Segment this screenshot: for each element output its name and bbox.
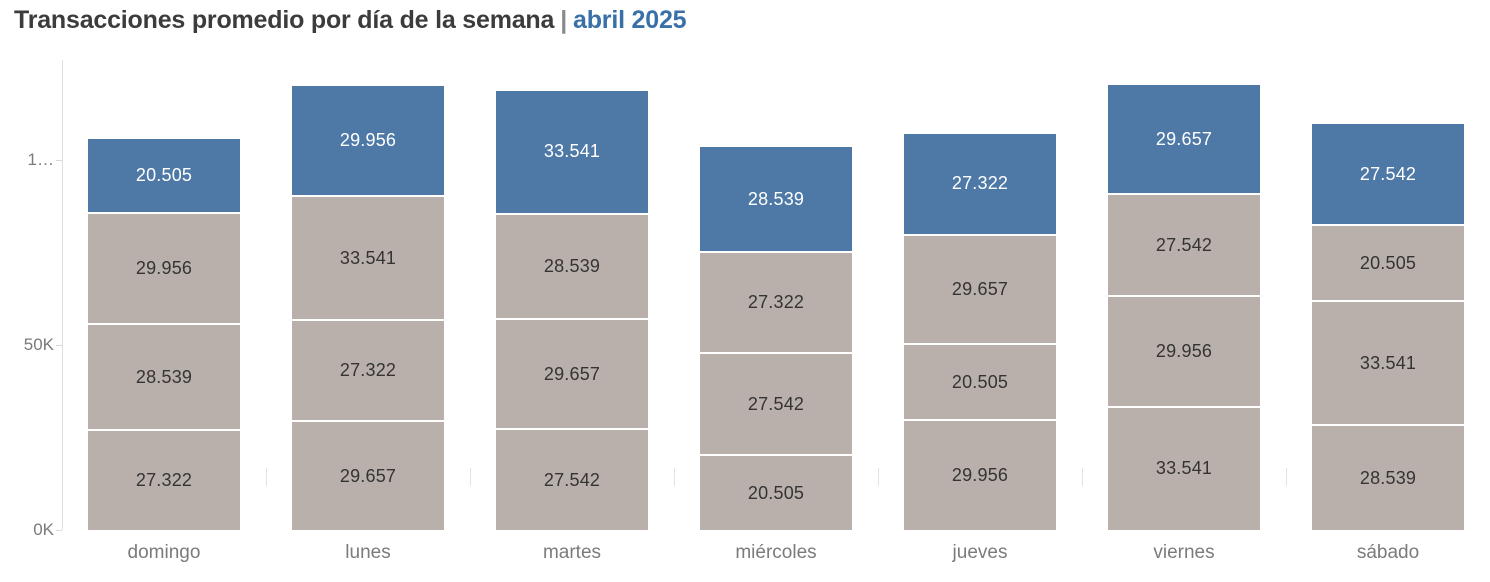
category-divider-tick [1082,468,1083,486]
bar-segment-gray[interactable]: 20.505 [1312,226,1464,301]
segment-value-label: 28.539 [543,256,601,277]
stacked-bar-viernes[interactable]: 33.541 29.956 27.542 29.657 [1108,85,1260,530]
x-axis-label-martes: martes [542,542,602,563]
x-axis-label-sábado: sábado [1356,542,1420,563]
x-axis-label-lunes: lunes [345,542,391,563]
segment-value-label: 20.505 [135,164,193,185]
bar-column-martes: 27.542 29.657 28.539 33.541 martes [470,60,674,563]
stacked-bar-martes[interactable]: 27.542 29.657 28.539 33.541 [496,90,648,530]
bar-segment-gray[interactable]: 29.956 [1108,297,1260,406]
bar-segment-gray[interactable]: 33.541 [1108,407,1260,530]
segment-value-label: 33.541 [1359,352,1417,373]
chart-title: Transacciones promedio por día de la sem… [14,6,687,35]
stacked-bar-miércoles[interactable]: 20.505 27.542 27.322 28.539 [700,147,852,530]
y-axis-tick-label: 1… [27,149,54,169]
segment-value-label: 29.657 [543,363,601,384]
segment-value-label: 20.505 [951,371,1009,392]
bar-segment-gray[interactable]: 33.541 [1312,302,1464,425]
bar-segment-gray[interactable]: 20.505 [700,456,852,530]
segment-value-label: 29.657 [1155,128,1213,149]
y-axis-tick-mark [56,159,62,161]
stacked-bar-sábado[interactable]: 28.539 33.541 20.505 27.542 [1312,124,1464,530]
segment-value-label: 28.539 [747,188,805,209]
segment-value-label: 33.541 [543,141,601,162]
bar-segment-blue[interactable]: 29.657 [1108,85,1260,194]
bar-segment-blue[interactable]: 28.539 [700,147,852,252]
category-divider-tick [1286,468,1287,486]
chart-title-main: Transacciones promedio por día de la sem… [14,6,555,34]
x-axis-label-miércoles: miércoles [735,542,817,563]
bar-segment-gray[interactable]: 27.542 [700,354,852,455]
segment-value-label: 20.505 [1359,252,1417,273]
bar-column-miércoles: 20.505 27.542 27.322 28.539 miércoles [674,60,878,563]
bar-segment-blue[interactable]: 33.541 [496,90,648,213]
segment-value-label: 27.322 [951,173,1009,194]
bar-segment-gray[interactable]: 27.322 [700,253,852,353]
bar-segment-blue[interactable]: 27.322 [904,134,1056,234]
segment-value-label: 27.322 [747,292,805,313]
category-divider-tick [674,468,675,486]
bar-column-sábado: 28.539 33.541 20.505 27.542 sábado [1286,60,1490,563]
bar-segment-blue[interactable]: 29.956 [292,86,444,196]
segment-value-label: 27.542 [1359,163,1417,184]
y-axis-tick-label: 0K [33,520,54,539]
stacked-bar-lunes[interactable]: 29.657 27.322 33.541 29.956 [292,86,444,530]
segment-value-label: 33.541 [339,247,397,268]
y-axis-tick-label: 50K [23,334,54,354]
bar-segment-blue[interactable]: 27.542 [1312,124,1464,225]
bar-segment-gray[interactable]: 28.539 [88,325,240,429]
y-axis-tick-mark [56,530,62,531]
category-divider-tick [470,468,471,486]
segment-value-label: 33.541 [1155,458,1213,479]
bar-segment-gray[interactable]: 33.541 [292,197,444,320]
bar-segment-gray[interactable]: 29.657 [904,235,1056,344]
bar-segment-gray[interactable]: 20.505 [904,345,1056,420]
bar-column-jueves: 29.956 20.505 29.657 27.322 jueves [878,60,1082,563]
bar-segment-gray[interactable]: 27.322 [292,321,444,421]
segment-value-label: 29.657 [951,278,1009,299]
segment-value-label: 27.542 [543,469,601,490]
segment-value-label: 27.322 [339,360,397,381]
x-axis-label-domingo: domingo [127,542,201,563]
plot-area: 27.322 28.539 29.956 20.505 domingo 29.657 27.… [62,60,1490,563]
segment-value-label: 29.956 [1155,340,1213,361]
bar-segment-blue[interactable]: 20.505 [88,138,240,213]
segment-value-label: 20.505 [747,482,805,503]
segment-value-label: 27.542 [1155,234,1213,255]
bar-segment-gray[interactable]: 27.542 [1108,195,1260,296]
bar-column-domingo: 27.322 28.539 29.956 20.505 domingo [62,60,266,563]
bar-segment-gray[interactable]: 29.657 [292,422,444,530]
category-divider-tick [266,468,267,486]
bar-segment-gray[interactable]: 28.539 [496,214,648,319]
bar-segment-gray[interactable]: 28.539 [1312,426,1464,530]
segment-value-label: 28.539 [135,366,193,387]
segment-value-label: 29.956 [339,130,397,151]
chart-title-period: abril 2025 [573,6,687,34]
bar-segment-gray[interactable]: 29.956 [88,214,240,324]
chart-title-separator: | [560,6,568,34]
segment-value-label: 29.956 [135,258,193,279]
category-divider-tick [878,468,879,486]
y-axis-line [62,60,63,530]
segment-value-label: 27.542 [747,393,805,414]
bar-segment-gray[interactable]: 27.322 [88,430,240,530]
bar-column-viernes: 33.541 29.956 27.542 29.657 viernes [1082,60,1286,563]
bar-segment-gray[interactable]: 27.542 [496,430,648,530]
segment-value-label: 28.539 [1359,467,1417,488]
segment-value-label: 27.322 [135,469,193,490]
stacked-bar-jueves[interactable]: 29.956 20.505 29.657 27.322 [904,134,1056,530]
y-axis-tick-mark [56,344,62,346]
segment-value-label: 29.956 [951,465,1009,486]
x-axis-label-viernes: viernes [1153,542,1215,563]
bar-segment-gray[interactable]: 29.657 [496,320,648,429]
bar-column-lunes: 29.657 27.322 33.541 29.956 lunes [266,60,470,563]
x-axis-label-jueves: jueves [952,542,1008,563]
segment-value-label: 29.657 [339,465,397,486]
stacked-bar-domingo[interactable]: 27.322 28.539 29.956 20.505 [88,138,240,530]
bar-segment-gray[interactable]: 29.956 [904,421,1056,530]
